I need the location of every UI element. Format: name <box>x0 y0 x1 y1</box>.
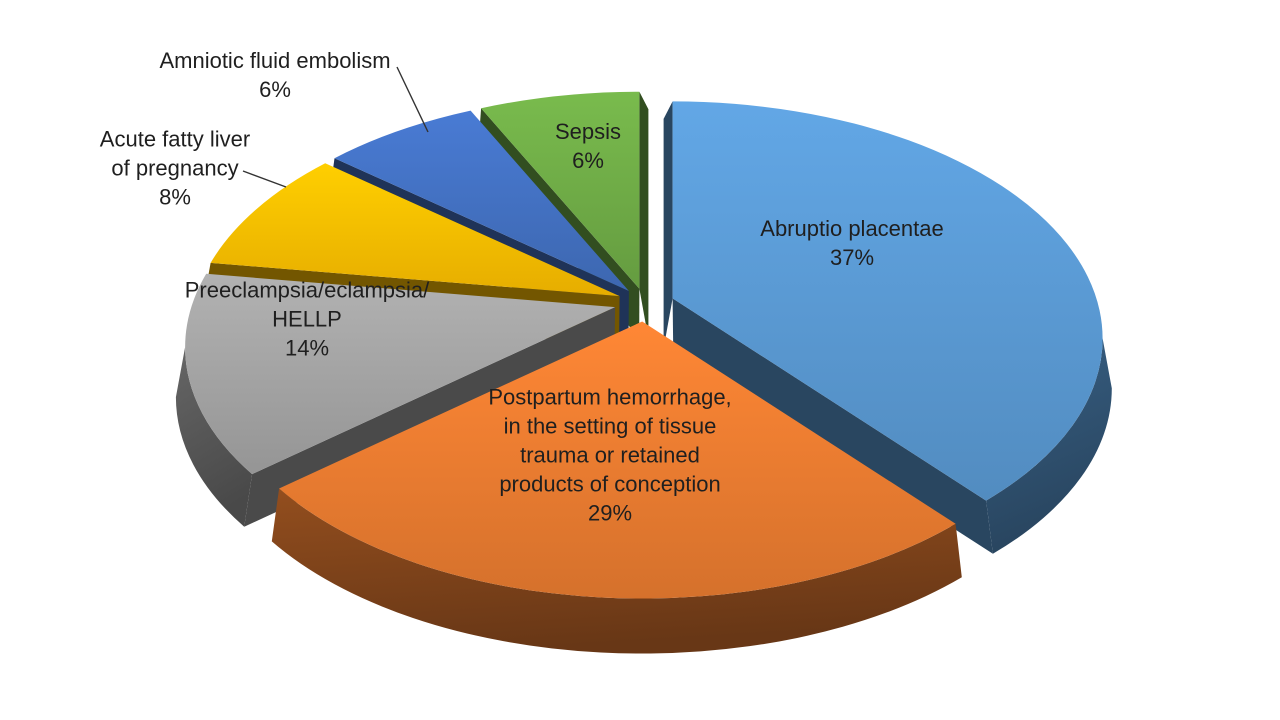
pie-slice-cut-face-abruptio-placentae <box>672 298 993 554</box>
pie-slice-side-wall-abruptio-placentae <box>986 338 1112 554</box>
pie-slice-preeclampsia-eclampsia-hellp <box>185 273 616 475</box>
slice-label-line: 29% <box>587 500 633 526</box>
pie-slice-amniotic-fluid-embolism <box>334 110 629 291</box>
pie-slice-sepsis <box>481 91 640 289</box>
slice-label-line: 8% <box>159 184 191 210</box>
slice-label-sepsis: Sepsis 6% <box>555 117 621 175</box>
slice-label-acute-fatty-liver-of-pregnancy: Acute fatty liver of pregnancy 8% <box>100 125 250 212</box>
slice-label-line: Preeclampsia/eclampsia/ <box>184 277 430 303</box>
leader-line-amniotic-fluid-embolism <box>396 66 429 133</box>
slice-label-line: HELLP <box>272 306 342 332</box>
slice-label-amniotic-fluid-embolism: Amniotic fluid embolism 6% <box>159 46 390 104</box>
slice-label-line: in the setting of tissue <box>503 413 717 439</box>
slice-label-line: 6% <box>572 148 604 173</box>
slice-label-line: Postpartum hemorrhage, <box>488 384 732 410</box>
slice-label-line: Sepsis <box>554 119 622 144</box>
pie-slice-cut-face-sepsis <box>639 91 649 339</box>
pie-slice-side-wall-preeclampsia-eclampsia-hellp <box>175 347 253 527</box>
pie-slice-cut-face-abruptio-placentae <box>663 101 673 349</box>
pie-slice-side-wall-postpartum-hemorrhage-in-the-setting-of- <box>271 488 962 654</box>
slice-label-line: Acute fatty liver <box>99 126 251 152</box>
slice-label-line: 6% <box>259 77 291 102</box>
slice-label-line: 14% <box>284 335 330 361</box>
slice-label-line: Amniotic fluid embolism <box>159 48 391 73</box>
pie-slice-postpartum-hemorrhage-in-the-setting-of- <box>279 321 956 599</box>
slice-label-preeclampsia-eclampsia-hellp: Preeclampsia/eclampsia/HELLP 14% <box>185 276 430 363</box>
slice-label-line: Abruptio placentae <box>760 216 944 241</box>
slice-label-postpartum-hemorrhage-in-the-setting-of-: Postpartum hemorrhage, in the setting of … <box>488 383 731 528</box>
pie-slice-acute-fatty-liver-of-pregnancy <box>210 163 620 297</box>
slice-label-line: of pregnancy <box>111 155 239 181</box>
slice-label-line: products of conception <box>499 471 721 497</box>
pie-slice-abruptio-placentae <box>672 101 1103 501</box>
leader-line-acute-fatty-liver-of-pregnancy <box>242 170 287 188</box>
slice-label-abruptio-placentae: Abruptio placentae 37% <box>760 214 943 272</box>
slice-label-line: trauma or retained <box>520 442 700 468</box>
slice-label-line: 37% <box>829 245 875 270</box>
